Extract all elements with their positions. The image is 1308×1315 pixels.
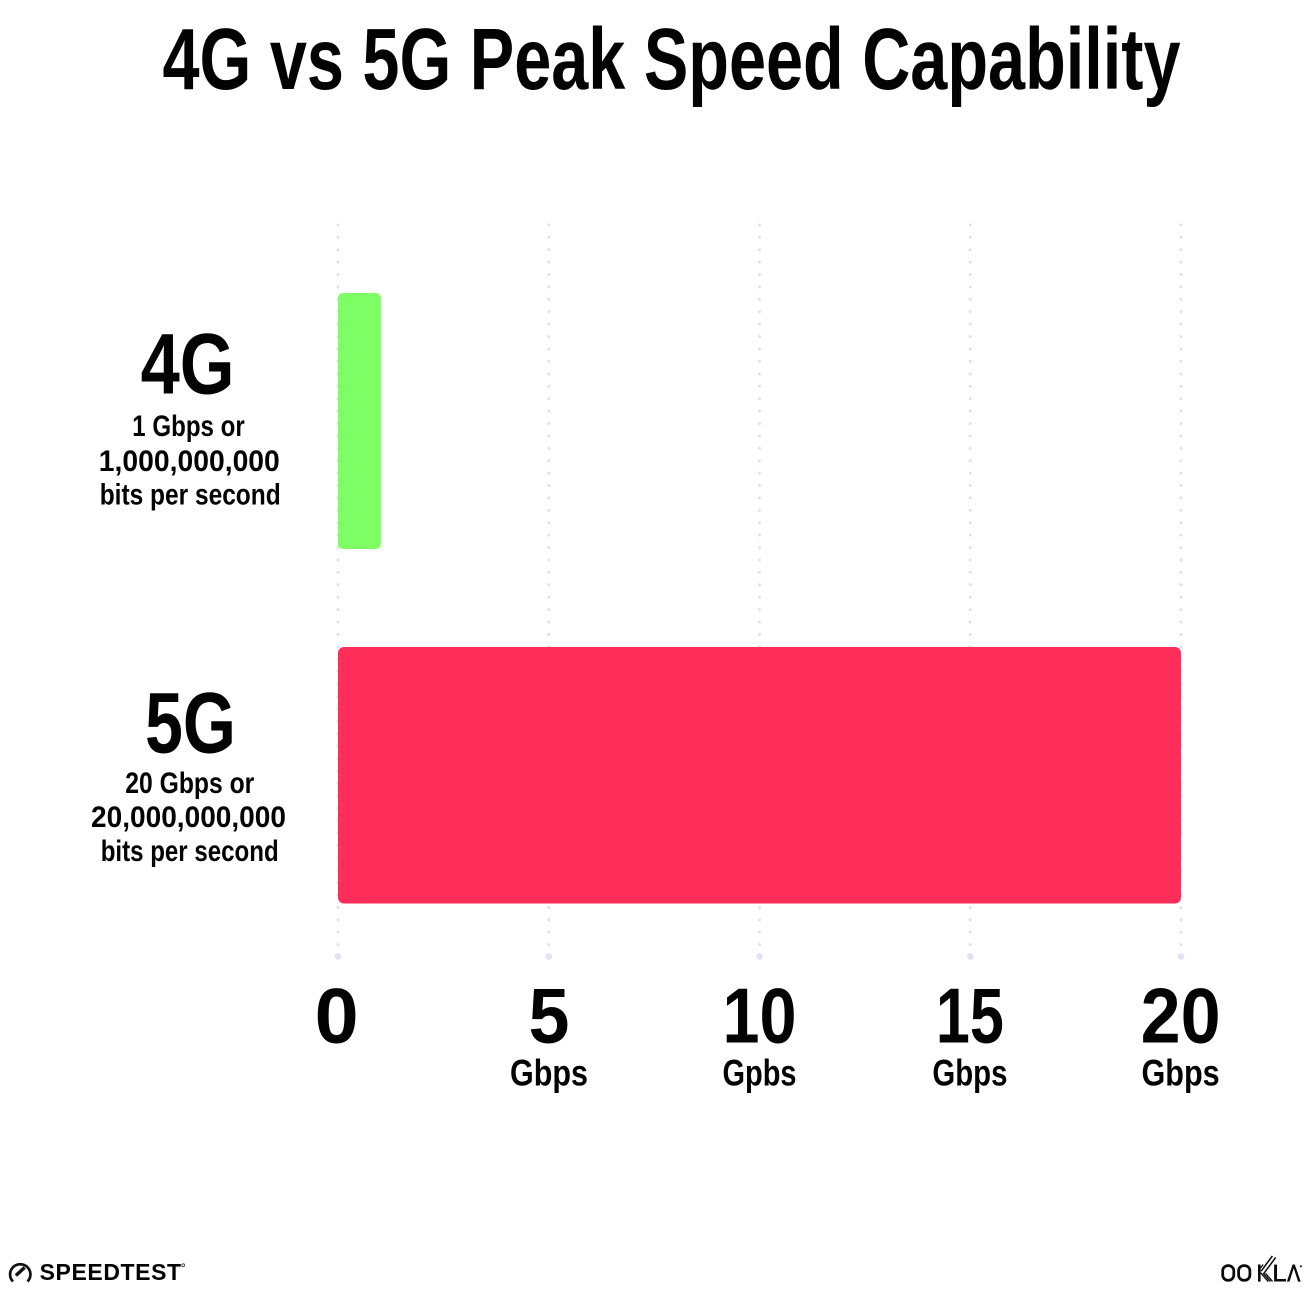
- svg-text:1 Gbps or: 1 Gbps or: [132, 410, 245, 443]
- svg-text:10: 10: [723, 972, 797, 1060]
- svg-text:4G vs 5G Peak Speed Capability: 4G vs 5G Peak Speed Capability: [163, 11, 1181, 108]
- svg-text:15: 15: [936, 972, 1004, 1060]
- svg-text:Gbps: Gbps: [510, 1053, 588, 1094]
- svg-text:bits per second: bits per second: [100, 479, 281, 512]
- svg-text:1,000,000,000: 1,000,000,000: [99, 445, 280, 478]
- svg-text:20 Gbps or: 20 Gbps or: [125, 767, 254, 800]
- svg-text:20: 20: [1141, 972, 1221, 1060]
- svg-text:5: 5: [529, 972, 570, 1060]
- svg-text:Gpbs: Gpbs: [723, 1053, 797, 1094]
- svg-text:20,000,000,000: 20,000,000,000: [91, 801, 286, 834]
- svg-text:Gbps: Gbps: [1142, 1053, 1220, 1094]
- svg-text:Gbps: Gbps: [932, 1053, 1007, 1094]
- svg-text:0: 0: [315, 972, 359, 1060]
- svg-text:4G: 4G: [141, 317, 235, 413]
- svg-text:5G: 5G: [145, 676, 236, 772]
- svg-text:SPEEDTEST: SPEEDTEST: [40, 1259, 182, 1285]
- svg-text:bits per second: bits per second: [101, 835, 279, 868]
